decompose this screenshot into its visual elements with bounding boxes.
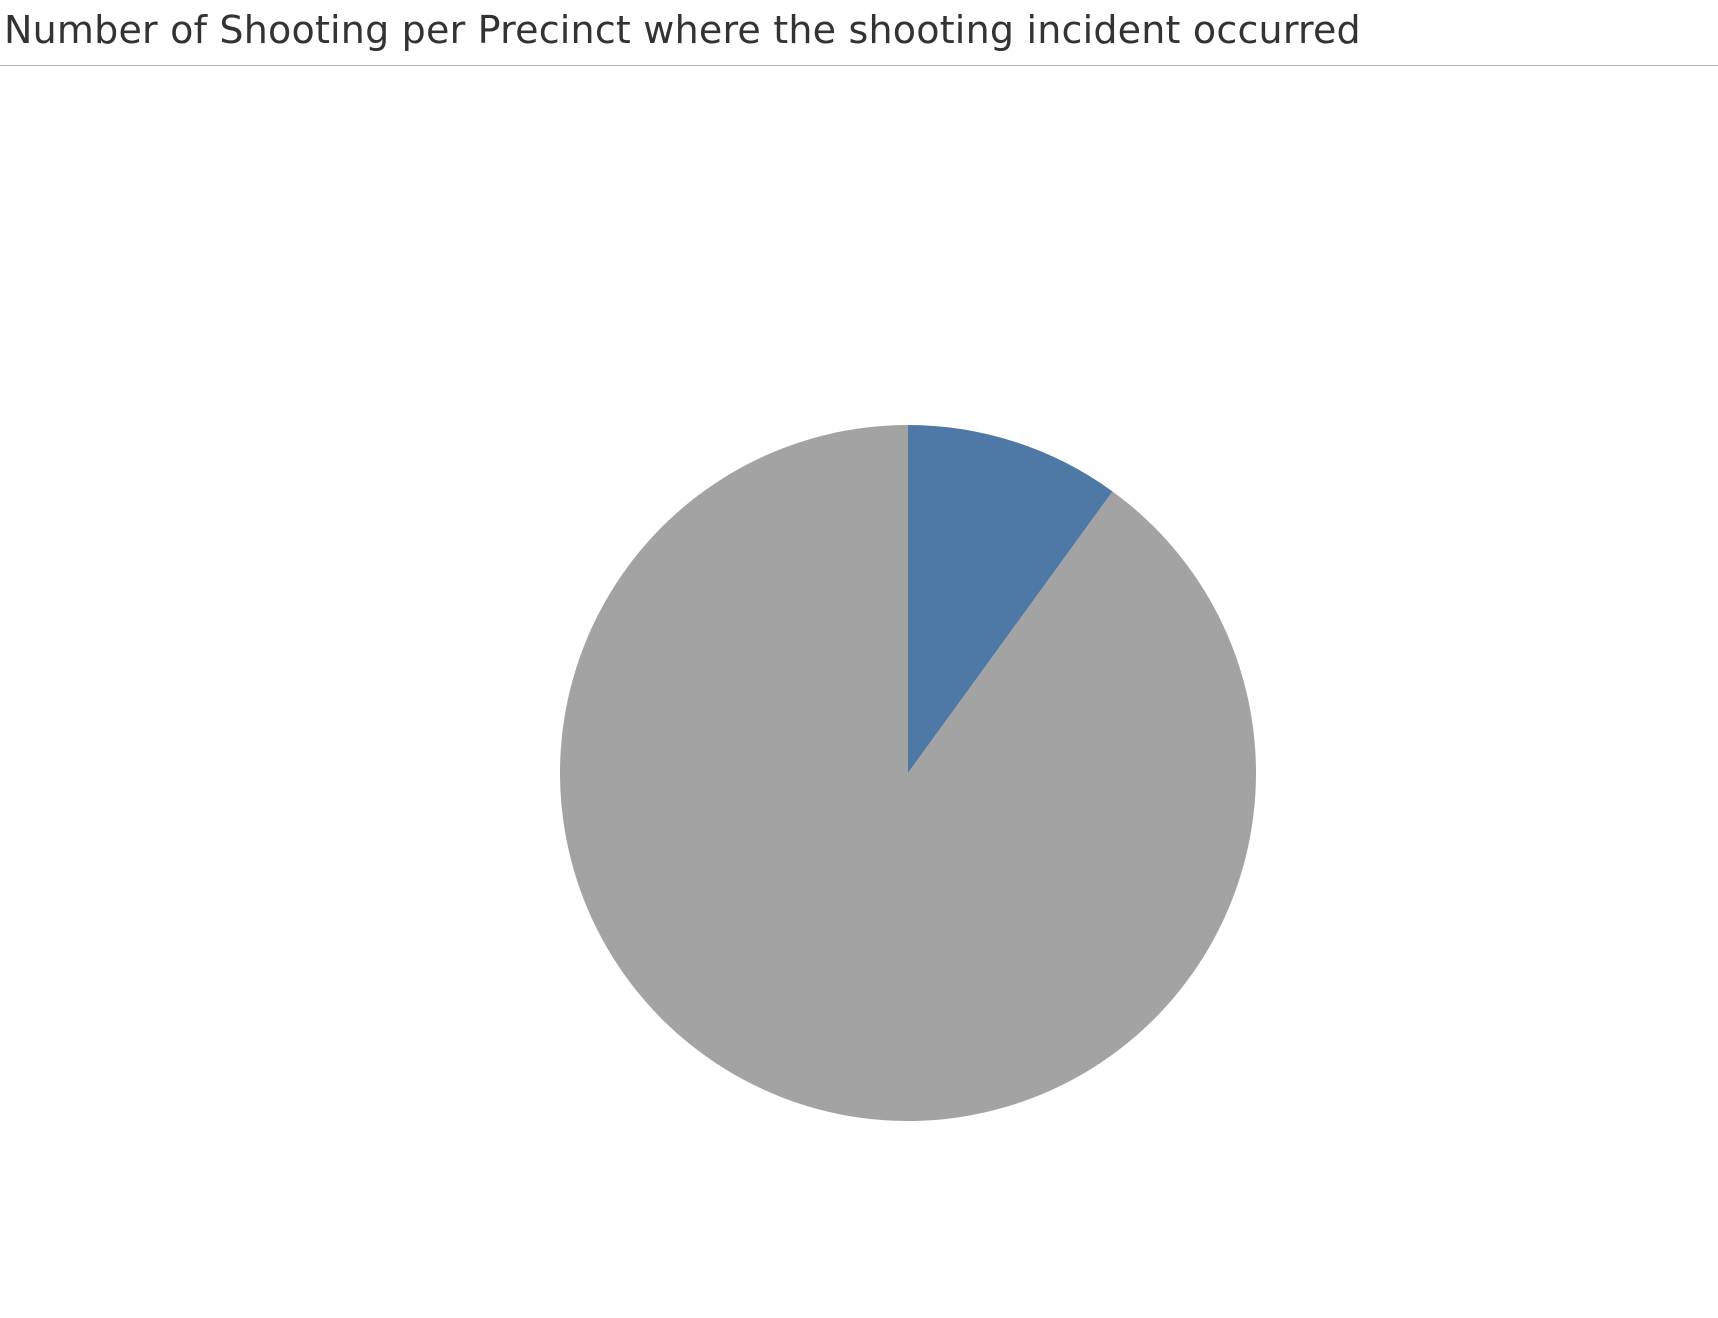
chart-title: Number of Shooting per Precinct where th…: [4, 8, 1361, 52]
pie-slice-1[interactable]: [908, 425, 1113, 773]
title-bar: Number of Shooting per Precinct where th…: [0, 0, 1718, 66]
pie-slice-2[interactable]: [560, 425, 1256, 1121]
pie-slices: [560, 425, 1256, 1121]
plot-area: [0, 66, 1718, 1318]
pie-chart: [560, 425, 1256, 1121]
